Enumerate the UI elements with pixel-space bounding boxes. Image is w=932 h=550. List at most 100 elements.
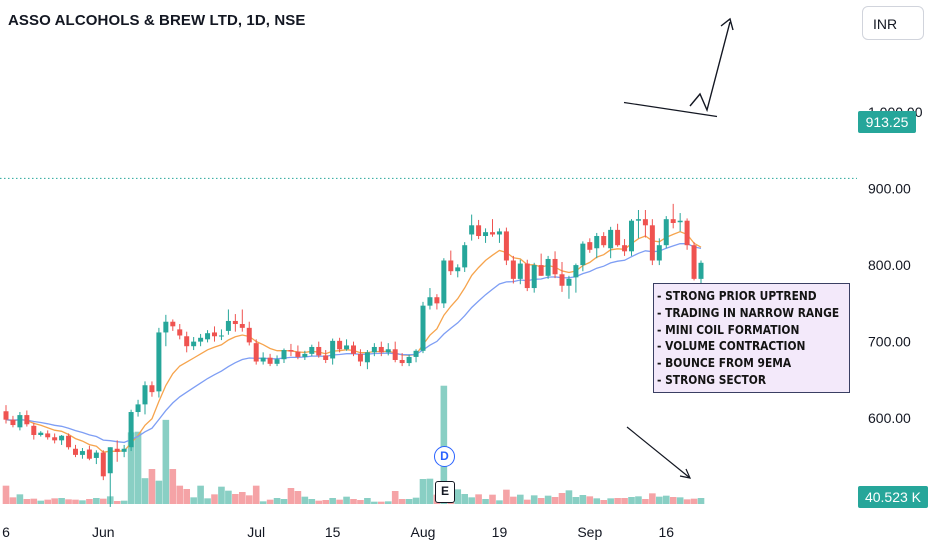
x-tick-label: Sep (577, 524, 602, 540)
earnings-marker-icon[interactable]: E (435, 481, 455, 503)
annotation-line: - MINI COIL FORMATION (657, 321, 800, 337)
trendline (623, 101, 718, 118)
candle-body (483, 232, 489, 237)
volume-bar (86, 499, 93, 504)
volume-bar (523, 499, 531, 504)
volume-bar (649, 493, 656, 504)
x-tick-label: Jun (92, 524, 115, 540)
candle-body (455, 267, 461, 272)
annotation-box: - STRONG PRIOR UPTREND - TRADING IN NARR… (653, 283, 850, 393)
volume-bar (662, 495, 670, 504)
candle-body (31, 425, 37, 435)
volume-bar (384, 501, 392, 504)
candle-body (670, 219, 676, 223)
candle-body (344, 345, 350, 350)
volume-bar (468, 497, 475, 504)
volume-bar (426, 478, 434, 504)
volume-bar (148, 469, 156, 504)
candle-body (503, 231, 509, 261)
volume-bar (197, 485, 204, 504)
annotation-line: - TRADING IN NARROW RANGE (657, 304, 840, 320)
volume-bar (322, 500, 329, 504)
volume-bar (412, 497, 420, 504)
candle-body (24, 415, 30, 425)
volume-bar (405, 499, 413, 504)
candle-body (601, 236, 607, 246)
x-tick-label: Jul (247, 524, 265, 540)
volume-bar (558, 493, 566, 504)
candle-body (378, 346, 384, 353)
candle-body (114, 448, 120, 452)
x-tick-label: 19 (492, 524, 508, 540)
volume-bar (169, 469, 177, 504)
volume-bar (2, 485, 10, 504)
candle-body (59, 435, 65, 441)
candle-body (73, 448, 78, 455)
candle-body (496, 231, 502, 235)
candle-body (337, 340, 343, 350)
candle-body (38, 432, 44, 435)
volume-bar (607, 498, 614, 504)
volume-value-label: 40.523 K (858, 486, 928, 508)
x-tick-label: 6 (2, 524, 10, 540)
candle-body (330, 340, 336, 359)
candle-body (170, 321, 176, 327)
candle-body (559, 274, 565, 286)
candle-body (656, 245, 662, 261)
volume-bar (259, 501, 267, 504)
volume-bar (176, 485, 184, 504)
candle-body (615, 229, 621, 246)
x-tick-label: 16 (658, 524, 674, 540)
volume-bar (600, 500, 607, 504)
candle-body (517, 263, 523, 279)
candle-body (184, 336, 190, 347)
candle-body (608, 229, 614, 249)
volume-bar (294, 491, 302, 504)
volume-bar (51, 498, 58, 504)
volume-bar (461, 494, 468, 504)
y-tick-label: 600.00 (868, 410, 911, 426)
candle-body (635, 219, 641, 221)
candle-body (79, 451, 85, 455)
chart-title: ASSO ALCOHOLS & BREW LTD, 1D, NSE (8, 12, 306, 29)
volume-bar (211, 494, 218, 504)
volume-bar (419, 479, 427, 504)
candle-body (288, 350, 294, 352)
volume-bar (398, 499, 406, 504)
candle-body (642, 219, 648, 226)
volume-bar (551, 497, 559, 504)
currency-button[interactable]: INR (862, 6, 924, 40)
y-tick-label: 900.00 (868, 181, 911, 197)
volume-bar (232, 494, 239, 504)
annotation-line: - BOUNCE FROM 9EMA (657, 355, 792, 371)
candle-body (357, 353, 363, 362)
candle-body (441, 260, 447, 304)
volume-bar (510, 496, 517, 504)
candle-body (66, 435, 72, 448)
candle-body (427, 297, 433, 306)
candle-body (198, 337, 204, 342)
candle-body (128, 412, 134, 448)
volume-bar (544, 495, 552, 504)
volume-bar (141, 478, 149, 504)
candle-body (212, 332, 217, 337)
volume-bar (127, 432, 135, 504)
volume-bar (690, 498, 698, 504)
volume-bar (280, 499, 288, 504)
candle-body (156, 332, 162, 392)
volume-bar (579, 495, 587, 504)
last-price-label: 913.25 (858, 111, 916, 133)
volume-bar (537, 498, 545, 504)
candle-body (177, 329, 183, 336)
candle-body (399, 359, 405, 364)
volume-bar (315, 500, 323, 504)
volume-bar (72, 499, 79, 504)
volume-bar (391, 491, 399, 504)
candle-body (45, 433, 51, 438)
volume-bar (642, 499, 649, 504)
volume-bar (482, 499, 489, 504)
volume-arrow (626, 426, 691, 479)
volume-bar (134, 431, 142, 504)
dividend-marker-icon[interactable]: D (434, 446, 455, 467)
